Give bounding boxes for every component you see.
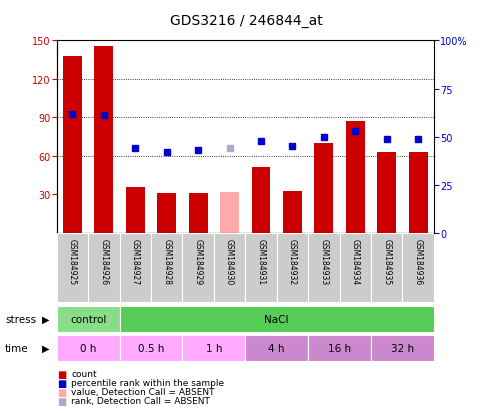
Bar — [214, 233, 246, 302]
Bar — [220, 192, 239, 233]
Text: GSM184934: GSM184934 — [351, 239, 360, 285]
Bar — [94, 46, 113, 233]
Text: NaCl: NaCl — [264, 314, 289, 325]
Bar — [346, 122, 365, 233]
Text: 32 h: 32 h — [391, 343, 414, 354]
Bar — [277, 233, 308, 302]
Text: GSM184931: GSM184931 — [256, 239, 266, 285]
Bar — [119, 233, 151, 302]
Bar — [57, 233, 88, 302]
Bar — [371, 335, 434, 361]
Bar — [157, 194, 176, 233]
Text: GSM184926: GSM184926 — [99, 239, 108, 285]
Bar — [251, 168, 270, 233]
Text: stress: stress — [5, 314, 36, 325]
Bar — [377, 153, 396, 233]
Text: rank, Detection Call = ABSENT: rank, Detection Call = ABSENT — [71, 396, 211, 406]
Bar — [57, 306, 119, 332]
Text: GSM184928: GSM184928 — [162, 239, 171, 285]
Bar — [182, 335, 245, 361]
Bar — [308, 233, 340, 302]
Bar — [409, 153, 427, 233]
Text: percentile rank within the sample: percentile rank within the sample — [71, 378, 225, 387]
Bar — [402, 233, 434, 302]
Text: 1 h: 1 h — [206, 343, 222, 354]
Text: 0.5 h: 0.5 h — [138, 343, 164, 354]
Bar — [189, 194, 208, 233]
Text: GSM184933: GSM184933 — [319, 239, 328, 285]
Text: GDS3216 / 246844_at: GDS3216 / 246844_at — [170, 14, 323, 28]
Bar — [151, 233, 182, 302]
Bar — [283, 191, 302, 233]
Text: GSM184932: GSM184932 — [288, 239, 297, 285]
Text: GSM184935: GSM184935 — [382, 239, 391, 285]
Text: count: count — [71, 369, 97, 378]
Bar — [126, 187, 145, 233]
Text: GSM184929: GSM184929 — [194, 239, 203, 285]
Bar — [315, 144, 333, 233]
Text: GSM184925: GSM184925 — [68, 239, 77, 285]
Bar — [340, 233, 371, 302]
Text: GSM184927: GSM184927 — [131, 239, 140, 285]
Text: GSM184936: GSM184936 — [414, 239, 423, 285]
Text: 16 h: 16 h — [328, 343, 351, 354]
Bar — [119, 335, 182, 361]
Bar — [63, 57, 82, 233]
Text: GSM184930: GSM184930 — [225, 239, 234, 285]
Bar — [88, 233, 119, 302]
Text: control: control — [70, 314, 106, 325]
Text: ▶: ▶ — [42, 314, 49, 325]
Bar — [371, 233, 402, 302]
Text: ▶: ▶ — [42, 343, 49, 354]
Text: value, Detection Call = ABSENT: value, Detection Call = ABSENT — [71, 387, 215, 396]
Bar — [119, 306, 434, 332]
Text: ■: ■ — [57, 396, 66, 406]
Text: 4 h: 4 h — [269, 343, 285, 354]
Text: ■: ■ — [57, 378, 66, 388]
Text: ■: ■ — [57, 369, 66, 379]
Bar — [182, 233, 214, 302]
Bar — [245, 233, 277, 302]
Text: ■: ■ — [57, 387, 66, 397]
Text: time: time — [5, 343, 29, 354]
Bar — [245, 335, 308, 361]
Bar — [57, 335, 119, 361]
Text: 0 h: 0 h — [80, 343, 96, 354]
Bar — [308, 335, 371, 361]
